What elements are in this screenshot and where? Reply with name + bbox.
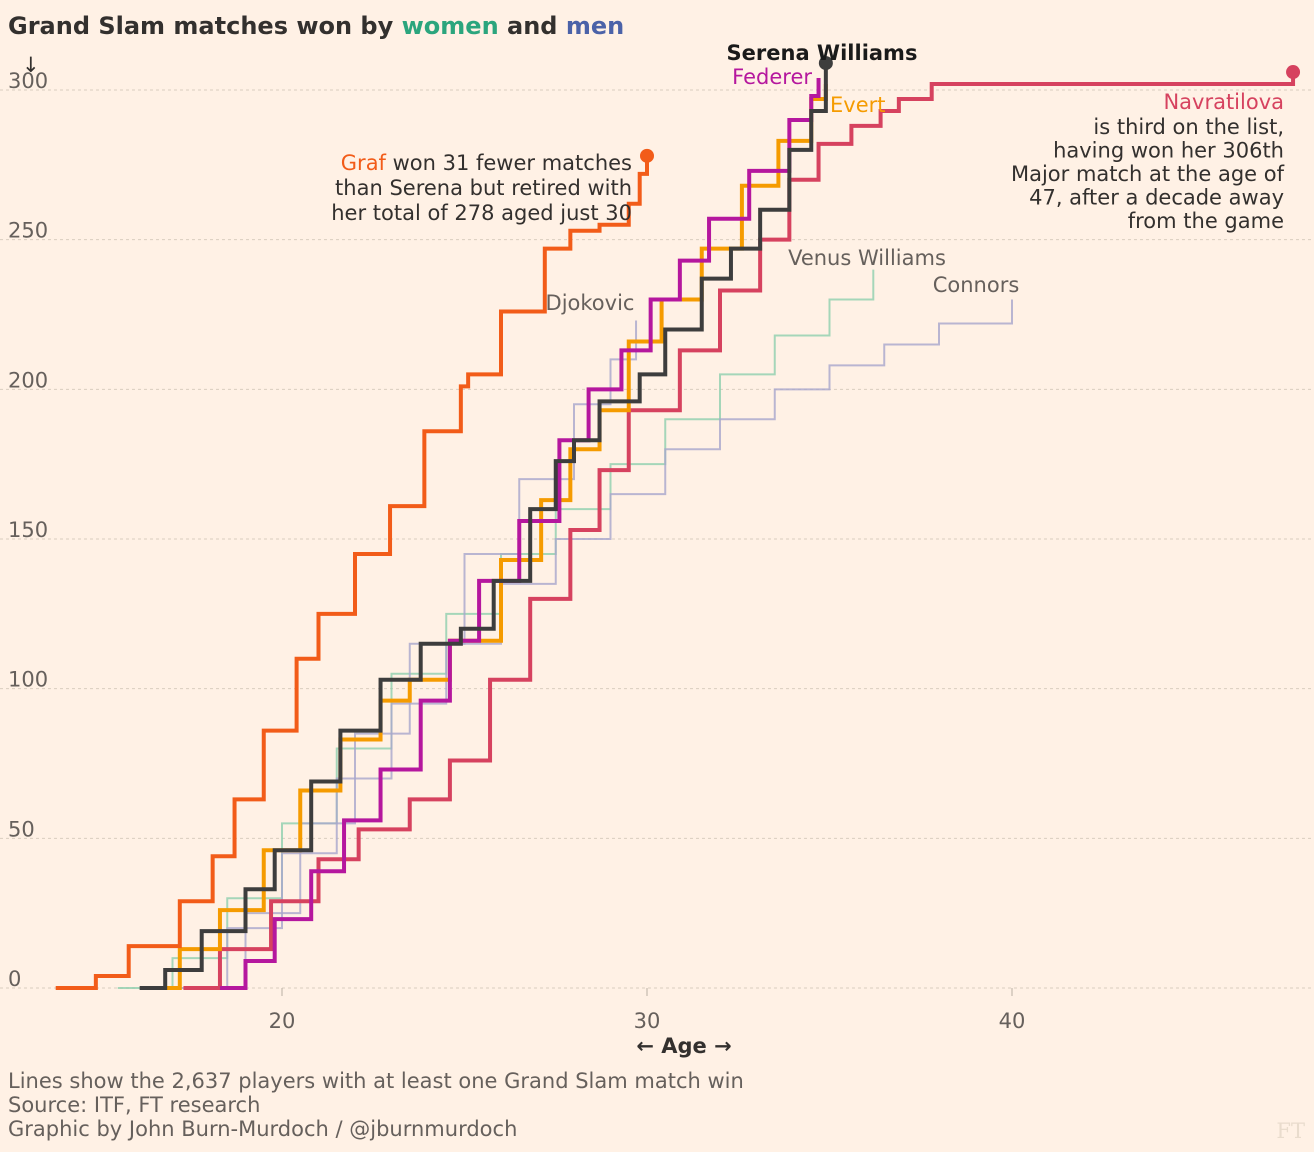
series-line [219,78,821,990]
x-axis-label: ← Age → [636,1034,731,1058]
y-arrow: ↓ [22,53,40,77]
y-tick-label: 200 [8,368,48,392]
y-tick-label: 300 [8,69,48,93]
series-label: Graf [341,151,387,175]
x-tick-label: 20 [269,1009,296,1033]
title-part: Grand Slam matches won by [8,12,394,40]
series-line [139,63,828,990]
y-tick-label: 250 [8,219,48,243]
series-line [172,299,1013,989]
annotation-line: 47, after a decade away [1029,186,1284,210]
end-dot [1286,65,1301,80]
annotation-line: is third on the list, [1093,115,1284,139]
series-label: Djokovic [546,291,635,315]
annotation-line: having won her 306th [1053,139,1284,163]
series-label: Serena Williams [727,41,918,65]
annotation: Graf won 31 fewer matches [341,151,632,175]
title-part: women [401,12,499,40]
title-part: men [565,12,625,40]
footer-line: Source: ITF, FT research [8,1093,260,1117]
footer-line: Graphic by John Burn-Murdoch / @jburnmur… [8,1117,517,1141]
x-tick-label: 30 [634,1009,661,1033]
annotation-line: from the game [1128,209,1284,233]
annotation-line: Major match at the age of [1011,162,1285,186]
y-tick-label: 150 [8,518,48,542]
y-tick-label: 0 [8,967,21,991]
y-tick-label: 50 [8,817,35,841]
x-tick-label: 40 [999,1009,1026,1033]
footer-line: Lines show the 2,637 players with at lea… [8,1069,744,1093]
logo: FT [1276,1119,1305,1143]
series-label: Connors [933,273,1020,297]
end-dot [818,56,833,71]
annotation-line: won 31 fewer matches [393,151,632,175]
chart-title: Grand Slam matches won by women and men [8,12,624,40]
end-dot [640,148,654,163]
series-label: Navratilova [1163,90,1284,114]
title-part: and [507,12,558,40]
series-label: Venus Williams [788,246,946,270]
annotation-line: than Serena but retired with [335,176,632,200]
series-label: Evert [830,93,885,117]
annotation-line: her total of 278 aged just 30 [331,201,632,225]
series-label: Federer [732,65,812,89]
y-tick-label: 100 [8,668,48,692]
series-line [55,155,649,990]
series-line [183,72,1296,990]
series-line [190,320,638,989]
